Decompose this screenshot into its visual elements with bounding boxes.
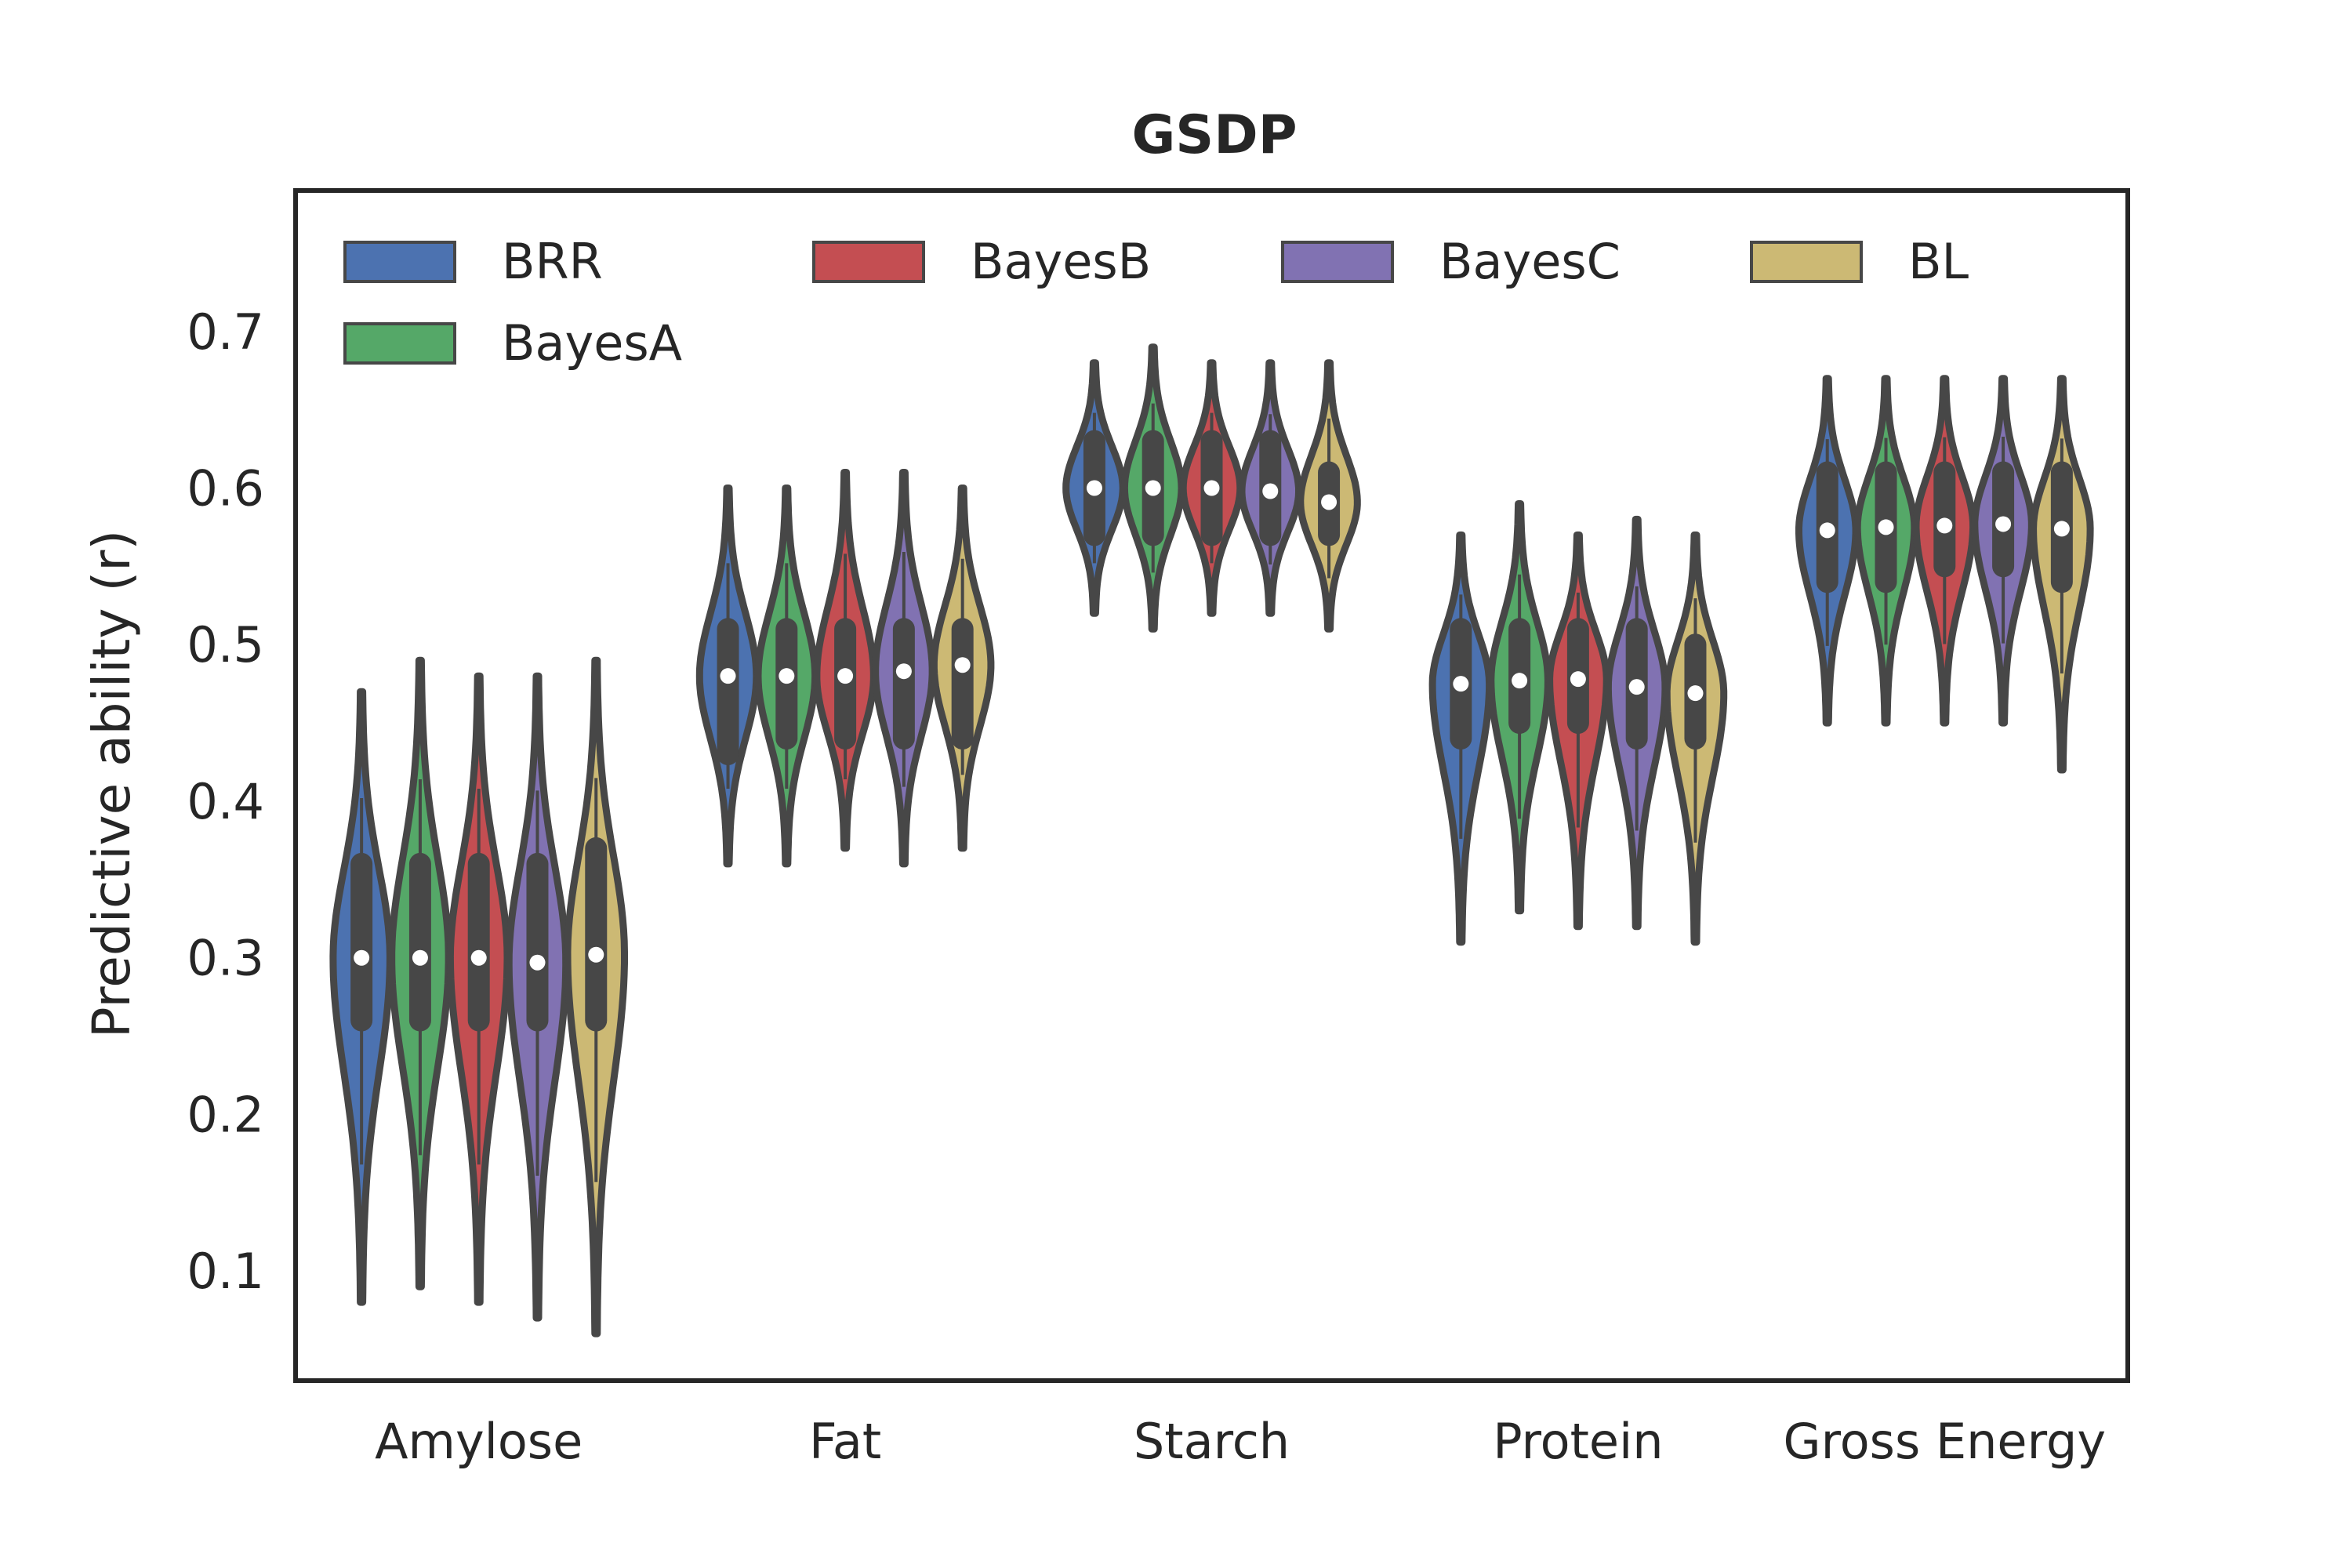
- x-tick-label: Fat: [809, 1413, 881, 1470]
- violin-BayesC-Fat: [872, 469, 936, 868]
- violin-median-dot: [1628, 679, 1645, 695]
- legend-swatch: [343, 241, 456, 283]
- y-axis-label: Predictive ability (r): [82, 530, 142, 1038]
- violin-median-dot: [1145, 480, 1161, 496]
- violin-median-dot: [1453, 676, 1469, 692]
- violin-median-dot: [720, 668, 736, 684]
- violin-median-dot: [1878, 519, 1894, 535]
- y-tick-label: 0.4: [187, 773, 264, 830]
- violin-BayesB-Protein: [1546, 531, 1610, 931]
- violin-BayesA-Amylose: [388, 656, 452, 1290]
- violin-median-dot: [1321, 494, 1338, 510]
- violin-median-dot: [1086, 480, 1102, 496]
- violin-BL-Fat: [930, 485, 995, 852]
- violin-BRR-Fat: [695, 485, 760, 868]
- violin-median-dot: [1687, 685, 1704, 702]
- chart-title: GSDP: [1131, 104, 1297, 166]
- legend-label: BayesA: [502, 314, 682, 372]
- violin-median-dot: [588, 946, 604, 963]
- violin-median-dot: [1936, 517, 1953, 534]
- y-tick-label: 0.7: [187, 303, 264, 361]
- legend-swatch: [812, 241, 925, 283]
- y-tick-label: 0.6: [187, 460, 264, 517]
- violin-BayesB-Gross-Energy: [1912, 375, 1977, 727]
- violin-BayesA-Starch: [1120, 343, 1185, 633]
- legend-label: BayesB: [971, 233, 1151, 290]
- legend-label: BayesC: [1439, 233, 1621, 290]
- violin-BayesB-Starch: [1179, 359, 1244, 617]
- violin-BayesC-Protein: [1604, 515, 1669, 931]
- violins-layer: [329, 343, 2094, 1338]
- violin-median-dot: [1512, 673, 1528, 689]
- y-tick-label: 0.2: [187, 1086, 264, 1143]
- violin-median-dot: [1995, 516, 2012, 532]
- violin-median-dot: [354, 949, 370, 966]
- x-tick-label: Starch: [1134, 1413, 1290, 1470]
- y-tick-label: 0.3: [187, 930, 264, 987]
- legend-item-BayesA: BayesA: [343, 314, 682, 372]
- violin-median-dot: [2053, 521, 2070, 537]
- legend-item-BRR: BRR: [343, 233, 603, 290]
- x-ticks: Amylose Fat Starch Protein Gross Energy: [375, 1413, 2106, 1470]
- y-tick-label: 0.5: [187, 616, 264, 673]
- violin-median-dot: [412, 949, 428, 966]
- violin-BL-Amylose: [564, 656, 628, 1338]
- y-ticks: 0.1 0.2 0.3 0.4 0.5 0.6 0.7: [187, 303, 264, 1300]
- legend-swatch: [343, 322, 456, 365]
- legend-label: BL: [1908, 233, 1969, 290]
- legend-item-BL: BL: [1750, 233, 1969, 290]
- violin-BayesC-Gross-Energy: [1971, 375, 2035, 727]
- legend: BRR BayesB BayesC BL BayesA: [343, 233, 1969, 372]
- x-tick-label: Gross Energy: [1784, 1413, 2106, 1470]
- violin-median-dot: [470, 949, 487, 966]
- legend-item-BayesB: BayesB: [812, 233, 1151, 290]
- violin-median-dot: [837, 668, 854, 684]
- violin-BayesB-Amylose: [446, 672, 511, 1306]
- violin-median-dot: [895, 663, 912, 680]
- violin-median-dot: [1819, 522, 1835, 539]
- violin-median-dot: [1570, 671, 1586, 688]
- violin-BRR-Amylose: [329, 688, 394, 1306]
- violin-BayesC-Starch: [1238, 359, 1302, 617]
- legend-item-BayesC: BayesC: [1281, 233, 1621, 290]
- violin-BL-Gross-Energy: [2030, 375, 2094, 774]
- violin-median-dot: [954, 657, 971, 673]
- plot-frame: [293, 188, 2130, 1383]
- x-tick-label: Amylose: [375, 1413, 583, 1470]
- violin-BL-Protein: [1663, 531, 1728, 946]
- violin-BayesA-Fat: [754, 485, 819, 868]
- violin-BayesB-Fat: [813, 469, 877, 852]
- violin-median-dot: [1262, 483, 1279, 499]
- violin-BRR-Gross-Energy: [1795, 375, 1860, 727]
- violin-BayesC-Amylose: [505, 672, 570, 1322]
- violin-median-dot: [779, 668, 795, 684]
- violin-BL-Starch: [1297, 359, 1361, 633]
- legend-swatch: [1281, 241, 1394, 283]
- violin-BayesA-Protein: [1487, 500, 1552, 915]
- violin-BRR-Protein: [1428, 531, 1494, 946]
- x-tick-label: Protein: [1493, 1413, 1663, 1470]
- y-tick-label: 0.1: [187, 1243, 264, 1300]
- legend-swatch: [1750, 241, 1863, 283]
- violin-median-dot: [1203, 480, 1220, 496]
- violin-median-dot: [529, 954, 546, 971]
- legend-label: BRR: [502, 233, 603, 290]
- violin-BRR-Starch: [1062, 359, 1127, 617]
- violin-BayesA-Gross-Energy: [1853, 375, 1918, 727]
